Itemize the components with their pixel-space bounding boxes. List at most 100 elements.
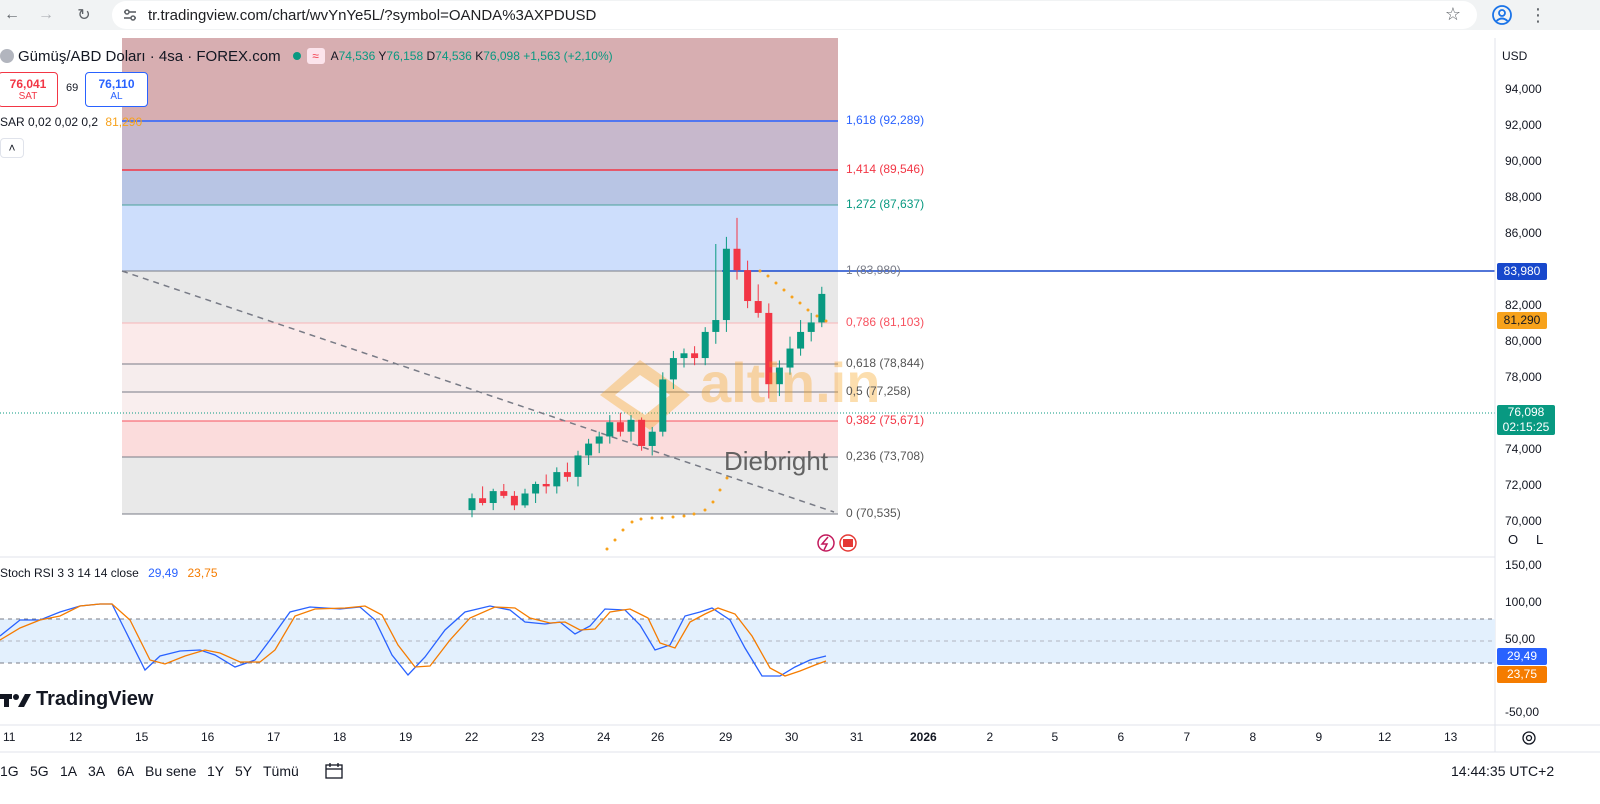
back-arrow-icon[interactable]: ← [4, 6, 20, 23]
candle-body[interactable] [563, 472, 571, 477]
candle-body[interactable] [680, 353, 688, 359]
timeframe-button[interactable]: 5G [30, 763, 49, 779]
horizontal-line-price-tag: 83,980 [1497, 263, 1547, 280]
fib-label: 0,382 (75,671) [846, 413, 925, 427]
address-bar[interactable]: tr.tradingview.com/chart/wvYnYe5L/?symbo… [112, 1, 1477, 29]
time-tick-label: 6 [1117, 730, 1125, 744]
candle-body[interactable] [807, 322, 815, 332]
fib-label: 1,618 (92,289) [846, 113, 925, 127]
trend-line[interactable] [121, 270, 835, 513]
profile-icon[interactable] [1490, 3, 1514, 27]
sar-dot [798, 301, 802, 305]
timeframe-button[interactable]: 6A [117, 763, 135, 779]
candle-body[interactable] [669, 358, 677, 380]
fib-label: 0,5 (77,258) [846, 384, 911, 398]
timeframe-button[interactable]: 1Y [207, 763, 225, 779]
candle-body[interactable] [574, 455, 582, 477]
candle-body[interactable] [722, 248, 730, 321]
sar-dot [703, 508, 707, 512]
candle-body[interactable] [553, 472, 561, 487]
candle-body[interactable] [606, 422, 614, 437]
candle-body[interactable] [733, 248, 741, 271]
date-range-calendar-icon[interactable] [324, 761, 346, 781]
time-tick-label: 11 [3, 730, 16, 744]
sar-dot [605, 547, 609, 551]
buy-price: 76,110 [98, 77, 135, 91]
chart-settings-gear-icon[interactable] [1520, 729, 1538, 747]
url-text[interactable]: tr.tradingview.com/chart/wvYnYe5L/?symbo… [148, 6, 597, 24]
low-value: 74,536 [435, 49, 472, 63]
candle-body[interactable] [532, 483, 540, 494]
candlestick-series[interactable] [468, 217, 826, 518]
timeframe-button[interactable]: 1A [60, 763, 78, 779]
stoch-rsi-k-line[interactable] [0, 603, 827, 677]
collapse-chevron-icon[interactable]: ˄ [0, 138, 24, 158]
time-tick-label: 19 [399, 730, 413, 744]
buy-button[interactable]: 76,110 AL [85, 72, 148, 107]
candle-body[interactable] [648, 431, 656, 446]
candle-body[interactable] [754, 301, 762, 313]
sar-dot [790, 295, 794, 299]
reload-icon[interactable]: ↻ [77, 7, 91, 24]
price-tick-label: 94,000 [1505, 82, 1542, 96]
candle-body[interactable] [701, 331, 709, 359]
candle-body[interactable] [638, 419, 646, 446]
timeframe-button[interactable]: Bu sene [145, 763, 197, 779]
stoch-rsi-legend[interactable]: Stoch RSI 3 3 14 14 close 29,49 23,75 [0, 566, 218, 580]
candle-body[interactable] [521, 493, 529, 506]
tradingview-logo[interactable]: TradingView [0, 688, 153, 711]
candle-body[interactable] [627, 419, 635, 432]
price-tick-label: 78,000 [1505, 370, 1542, 384]
symbol-legend[interactable]: Gümüş/ABD Doları · 4sa · FOREX.com ≈ A74… [0, 46, 613, 66]
candle-body[interactable] [585, 443, 593, 456]
candle-body[interactable] [479, 498, 487, 503]
candle-body[interactable] [468, 498, 476, 511]
symbol-title[interactable]: Gümüş/ABD Doları · 4sa · FOREX.com [18, 47, 281, 65]
candle-body[interactable] [775, 367, 783, 385]
sar-dot [824, 319, 828, 323]
candle-body[interactable] [510, 495, 518, 506]
time-tick-label: 9 [1315, 730, 1323, 744]
utc-clock[interactable]: 14:44:35 UTC+2 [1451, 763, 1555, 779]
candle-body[interactable] [659, 379, 667, 432]
candle-body[interactable] [744, 270, 752, 302]
rsi-d-value: 23,75 [187, 566, 218, 580]
rsi-tick-label: 50,00 [1505, 632, 1536, 646]
candle-body[interactable] [797, 331, 805, 349]
site-settings-icon[interactable] [120, 5, 140, 25]
candle-body[interactable] [765, 312, 773, 385]
currency-selector[interactable]: USD [1502, 49, 1528, 63]
timeframe-button[interactable]: 3A [88, 763, 106, 779]
candle-body[interactable] [616, 422, 624, 432]
sar-price-tag: 81,290 [1497, 312, 1547, 329]
bookmark-star-icon[interactable]: ☆ [1444, 4, 1461, 24]
rsi-k-value: 29,49 [148, 566, 179, 580]
browser-menu-icon[interactable]: ⋮ [1529, 4, 1547, 25]
candle-body[interactable] [786, 348, 794, 368]
forward-arrow-icon[interactable]: → [38, 6, 54, 23]
last-price-tag: 76,098 02:15:25 [1497, 405, 1555, 435]
candle-body[interactable] [818, 293, 826, 323]
lightning-event-icon[interactable] [817, 534, 835, 552]
candle-body[interactable] [542, 483, 550, 487]
timeframe-button[interactable]: 5Y [235, 763, 253, 779]
timeframe-button[interactable]: Tümü [263, 763, 299, 779]
data-feed-icon[interactable]: ≈ [306, 48, 325, 64]
sell-button[interactable]: 76,041 SAT [0, 72, 58, 107]
candle-body[interactable] [489, 491, 497, 503]
candle-body[interactable] [500, 491, 508, 496]
rsi-tick-label: -50,00 [1505, 705, 1540, 719]
sar-legend[interactable]: SAR 0,02 0,02 0,2 81,290 [0, 115, 142, 129]
sar-dot [650, 516, 654, 520]
timeframe-button[interactable]: 1G [0, 763, 19, 779]
buy-label: AL [110, 91, 123, 102]
candle-body[interactable] [712, 320, 720, 332]
log-scale-button[interactable]: O [1508, 532, 1519, 547]
linear-scale-button[interactable]: L [1536, 532, 1544, 547]
fib-label: 0 (70,535) [846, 506, 901, 520]
candle-body[interactable] [595, 436, 603, 444]
sar-dot [639, 517, 643, 521]
candle-body[interactable] [691, 353, 699, 359]
stoch-rsi-d-line[interactable] [0, 603, 827, 677]
